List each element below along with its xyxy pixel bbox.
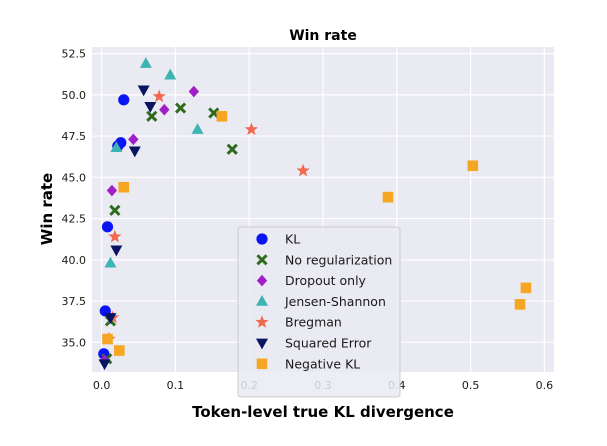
point-kl (118, 94, 130, 106)
legend-label-jensen-shannon: Jensen-Shannon (284, 294, 386, 309)
point-squared-error (128, 146, 141, 158)
point-negative-kl (514, 299, 526, 310)
point-negative-kl (467, 160, 479, 172)
legend-marker-no-regularization (256, 254, 268, 266)
point-kl (101, 221, 114, 233)
y-tick-label: 45.0 (62, 171, 87, 184)
point-no-regularization (208, 107, 220, 119)
point-negative-kl (216, 110, 228, 122)
point-bregman (296, 163, 310, 177)
point-negative-kl (520, 282, 532, 294)
y-tick-label: 47.5 (62, 130, 87, 143)
point-no-regularization (146, 110, 158, 122)
data-points (98, 57, 532, 371)
y-tick-label: 37.5 (62, 295, 87, 308)
legend-marker-dropout-only (256, 274, 268, 287)
y-tick-label: 50.0 (62, 89, 87, 102)
legend-label-squared-error: Squared Error (285, 336, 372, 351)
y-axis-label: Win rate (38, 173, 56, 245)
point-jensen-shannon (139, 57, 152, 68)
y-tick-labels: 35.0 37.5 40.0 42.5 45.0 47.5 50.0 52.5 (62, 48, 87, 350)
point-squared-error (144, 101, 157, 113)
x-tick-label: 0.0 (93, 379, 111, 392)
point-squared-error (104, 313, 117, 324)
point-no-regularization (174, 102, 187, 114)
x-tick-label: 0.5 (462, 379, 480, 392)
legend-marker-bregman (255, 315, 269, 328)
y-tick-label: 42.5 (62, 213, 87, 226)
legend-box (237, 226, 401, 398)
point-negative-kl (114, 345, 125, 356)
y-tick-label: 40.0 (62, 254, 87, 267)
point-jensen-shannon (110, 141, 123, 153)
point-negative-kl (102, 333, 113, 345)
point-jensen-shannon (164, 68, 177, 80)
chart-title: Win rate (289, 28, 357, 44)
point-bregman (152, 89, 166, 103)
legend-marker-squared-error (256, 338, 268, 350)
point-squared-error (98, 359, 111, 371)
legend-label-no-regularization: No regularization (285, 252, 392, 267)
point-negative-kl (118, 181, 130, 193)
point-bregman (244, 122, 259, 136)
x-tick-label: 0.6 (536, 379, 554, 392)
point-squared-error (137, 85, 150, 97)
y-tick-label: 35.0 (62, 336, 87, 349)
point-dropout-only (159, 103, 170, 116)
point-no-regularization (226, 143, 238, 155)
point-dropout-only (128, 133, 139, 146)
x-tick-label: 0.1 (167, 379, 185, 392)
point-jensen-shannon (191, 123, 204, 134)
point-jensen-shannon (104, 256, 117, 268)
legend: KL No regularization Dropout only Jensen-Sh… (237, 226, 401, 398)
y-tick-label: 52.5 (62, 48, 87, 61)
point-no-regularization (109, 204, 121, 216)
legend-label-negative-kl: Negative KL (285, 356, 360, 371)
point-squared-error (110, 245, 123, 257)
point-dropout-only (188, 85, 200, 98)
point-bregman (108, 229, 122, 243)
point-negative-kl (382, 191, 394, 203)
legend-marker-kl (256, 233, 268, 245)
x-axis-label: Token-level true KL divergence (192, 403, 454, 421)
legend-marker-negative-kl (256, 358, 268, 370)
legend-label-dropout-only: Dropout only (285, 273, 367, 288)
legend-label-bregman: Bregman (285, 315, 342, 330)
point-dropout-only (106, 184, 118, 197)
legend-marker-jensen-shannon (256, 295, 268, 306)
legend-label-kl: KL (285, 232, 300, 247)
